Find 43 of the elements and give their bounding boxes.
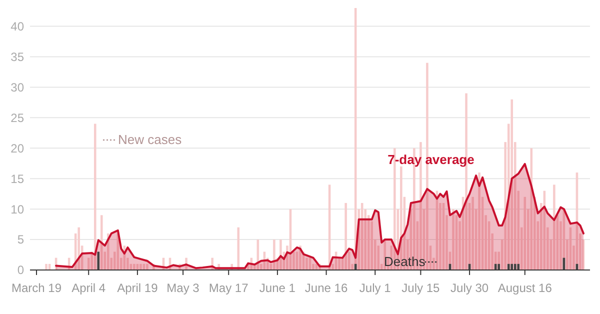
series-label: Deaths [384,254,426,269]
bar [97,252,100,270]
bar [133,264,136,270]
x-tick-label: July 15 [402,281,440,295]
bar [524,196,526,270]
y-tick-label: 5 [17,232,24,247]
y-tick-label: 35 [10,50,24,64]
series-label: New cases [118,132,182,147]
bar [237,227,240,270]
bar [510,264,513,270]
bar [45,264,48,270]
y-tick-label: 0 [17,263,24,278]
bar [94,124,96,270]
bar [140,264,142,270]
bar [478,172,480,270]
x-tick-label: August 16 [498,281,552,295]
x-tick-label: March 19 [11,281,62,295]
y-tick-label: 30 [10,80,24,94]
bar [514,264,516,270]
x-tick-label: April 4 [72,281,106,295]
bar [472,196,474,270]
x-tick-label: April 19 [117,281,158,295]
bar [344,202,347,270]
y-tick-label: 10 [10,202,24,216]
bar [553,184,556,270]
x-tick-label: May 3 [166,281,200,295]
bar [78,227,80,270]
bar [452,209,454,270]
bar [273,240,276,270]
x-tick-label: May 17 [208,281,249,295]
y-tick-label: 20 [10,141,24,156]
x-tick-label: July 30 [450,281,489,295]
bar [498,264,500,270]
bar [100,215,103,270]
x-tick-label: June 1 [259,281,296,295]
bar [517,264,520,270]
bar [146,264,148,270]
x-tick-label: July 1 [359,281,392,295]
y-tick-label: 25 [10,110,24,125]
y-tick-label: 40 [10,19,24,34]
y-tick-label: 15 [10,172,24,186]
series-label: 7-day average [388,152,474,167]
x-tick-label: June 16 [304,281,348,295]
